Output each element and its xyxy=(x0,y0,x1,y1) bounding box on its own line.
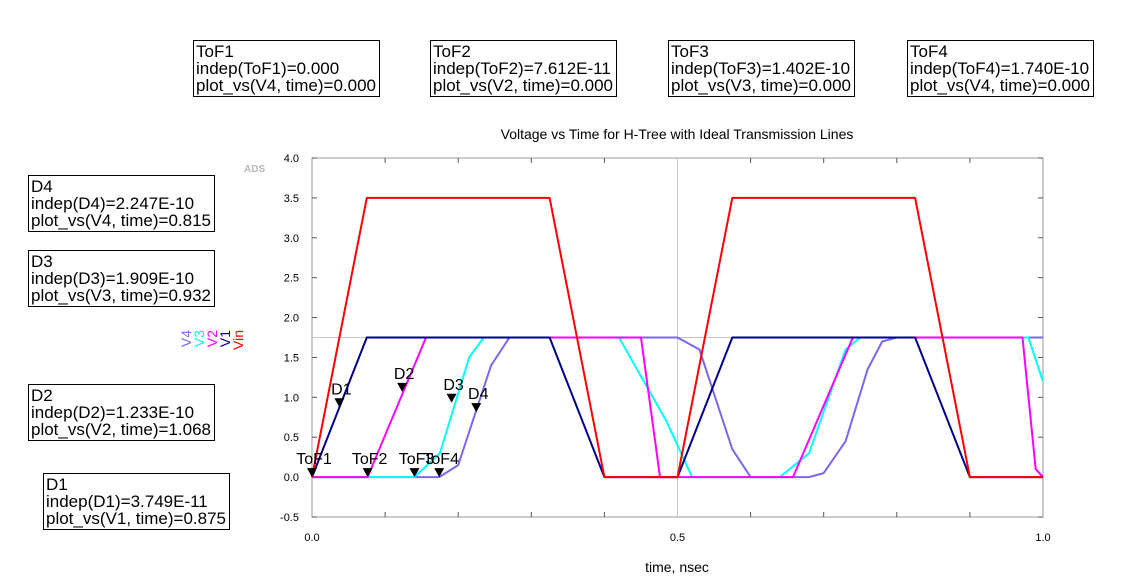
marker-value: plot_vs(V4, time)=0.000 xyxy=(196,76,377,95)
y-tick-label: 3.5 xyxy=(284,193,299,205)
legend-entry-v4: V4 xyxy=(178,330,194,347)
y-tick-label: 1.5 xyxy=(284,352,299,364)
marker-name: D3 xyxy=(31,252,53,271)
x-axis-label: time, nsec xyxy=(645,559,709,575)
y-tick-label: 0.0 xyxy=(284,472,299,484)
marker-name: D1 xyxy=(46,475,68,494)
marker-label-tof3: ToF3 xyxy=(399,451,435,468)
marker-triangle-d3 xyxy=(446,393,457,403)
marker-triangle-d1 xyxy=(334,398,345,408)
marker-label-tof4: ToF4 xyxy=(423,451,459,468)
marker-box-d1[interactable]: D1 indep(D1)=3.749E-11 plot_vs(V1, time)… xyxy=(43,473,231,530)
marker-indep: indep(ToF1)=0.000 xyxy=(196,59,340,78)
legend-entry-vin: Vin xyxy=(230,330,246,350)
marker-indep: indep(ToF3)=1.402E-10 xyxy=(671,59,851,78)
marker-triangle-d4 xyxy=(471,403,482,413)
marker-label-tof2: ToF2 xyxy=(352,451,388,468)
marker-box-d4[interactable]: D4 indep(D4)=2.247E-10 plot_vs(V4, time)… xyxy=(28,175,216,232)
marker-value: plot_vs(V4, time)=0.000 xyxy=(910,76,1091,95)
ads-logo: ADS xyxy=(244,164,266,175)
marker-indep: indep(D3)=1.909E-10 xyxy=(31,269,195,288)
marker-indep: indep(D4)=2.247E-10 xyxy=(31,194,195,213)
y-tick-label: 3.0 xyxy=(284,233,299,245)
axes-layer: -0.5 0.0 0.5 1.0 1.5 2.0 2.5 3.0 3.5 4.0 0.0 0.5 1.0 xyxy=(280,153,1051,544)
series-layer xyxy=(311,196,1044,479)
marker-label-d2: D2 xyxy=(394,366,415,383)
marker-name: D2 xyxy=(31,386,53,405)
x-tick-label: 0.0 xyxy=(304,532,319,544)
marker-box-d3[interactable]: D3 indep(D3)=1.909E-10 plot_vs(V3, time)… xyxy=(28,250,216,307)
series-line-vin xyxy=(311,196,1043,479)
marker-label-d3: D3 xyxy=(443,377,464,394)
marker-value: plot_vs(V2, time)=0.000 xyxy=(433,76,614,95)
x-tick-label: 1.0 xyxy=(1035,532,1050,544)
marker-label-d1: D1 xyxy=(331,381,352,398)
marker-value: plot_vs(V4, time)=0.815 xyxy=(31,211,212,230)
marker-indep: indep(D2)=1.233E-10 xyxy=(31,403,195,422)
marker-value: plot_vs(V3, time)=0.000 xyxy=(671,76,852,95)
marker-triangle-d2 xyxy=(397,382,408,392)
marker-indep: indep(D1)=3.749E-11 xyxy=(46,492,208,511)
y-tick-label: 4.0 xyxy=(284,153,299,165)
marker-triangle-tof4 xyxy=(434,468,445,478)
marker-name: D4 xyxy=(31,177,53,196)
marker-name: ToF2 xyxy=(433,42,471,61)
legend-entry-v3: V3 xyxy=(191,330,207,347)
marker-indep: indep(ToF2)=7.612E-11 xyxy=(433,59,611,78)
x-tick-label: 0.5 xyxy=(670,532,685,544)
marker-value: plot_vs(V1, time)=0.875 xyxy=(46,509,227,528)
marker-box-d2[interactable]: D2 indep(D2)=1.233E-10 plot_vs(V2, time)… xyxy=(28,384,216,441)
marker-box-tof1[interactable]: ToF1 indep(ToF1)=0.000 plot_vs(V4, time)… xyxy=(193,40,381,97)
marker-label-tof1: ToF1 xyxy=(296,451,332,468)
marker-value: plot_vs(V3, time)=0.932 xyxy=(31,286,212,305)
legend-entry-v1: V1 xyxy=(217,330,233,347)
marker-name: ToF4 xyxy=(910,42,948,61)
marker-box-tof3[interactable]: ToF3 indep(ToF3)=1.402E-10 plot_vs(V3, t… xyxy=(668,40,856,97)
chart-title: Voltage vs Time for H-Tree with Ideal Tr… xyxy=(501,126,854,142)
marker-triangle-tof3 xyxy=(409,468,420,478)
legend-entry-v2: V2 xyxy=(204,330,220,347)
marker-name: ToF1 xyxy=(196,42,234,61)
marker-box-tof2[interactable]: ToF2 indep(ToF2)=7.612E-11 plot_vs(V2, t… xyxy=(430,40,618,97)
y-tick-label: 0.5 xyxy=(284,432,299,444)
marker-box-tof4[interactable]: ToF4 indep(ToF4)=1.740E-10 plot_vs(V4, t… xyxy=(907,40,1095,97)
marker-triangle-tof2 xyxy=(362,468,373,478)
y-tick-label: 2.5 xyxy=(284,273,299,285)
y-tick-label: -0.5 xyxy=(280,512,299,524)
marker-triangle-tof1 xyxy=(307,468,317,478)
marker-value: plot_vs(V2, time)=1.068 xyxy=(31,420,212,439)
marker-label-d4: D4 xyxy=(468,386,489,403)
y-tick-label: 2.0 xyxy=(284,313,299,325)
series-line-v4 xyxy=(312,336,1043,479)
y-tick-label: 1.0 xyxy=(284,392,299,404)
marker-name: ToF3 xyxy=(671,42,709,61)
marker-indep: indep(ToF4)=1.740E-10 xyxy=(910,59,1090,78)
